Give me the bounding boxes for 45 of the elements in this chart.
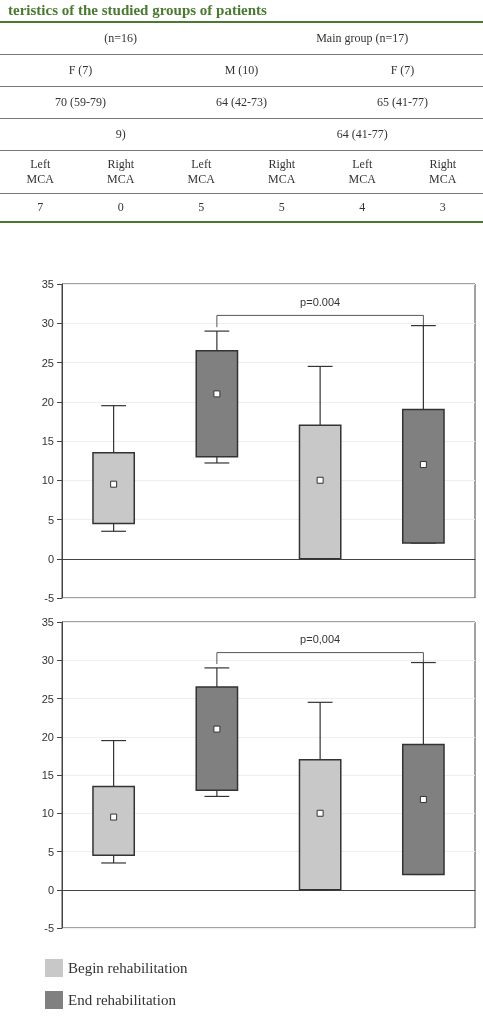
- text: Right MCA: [106, 156, 136, 188]
- text: M (10): [223, 62, 260, 79]
- y-tick-label: -5: [44, 922, 54, 934]
- text: 5: [197, 199, 206, 216]
- y-tick-label: 10: [41, 807, 54, 820]
- legend-label: End rehabilitation: [68, 992, 177, 1008]
- annotation: p=0,004: [300, 633, 341, 646]
- text: 5: [277, 199, 286, 216]
- y-tick-label: 5: [47, 513, 54, 526]
- y-tick-label: 35: [41, 278, 54, 290]
- y-tick-label: 20: [41, 395, 54, 408]
- text: 7: [36, 199, 45, 216]
- text: 64 (42-73): [215, 94, 268, 111]
- y-tick-label: 25: [41, 356, 54, 369]
- y-tick-label: 0: [47, 552, 54, 565]
- text: Left MCA: [347, 156, 377, 188]
- y-tick-label: 25: [41, 692, 54, 705]
- y-tick-label: 30: [41, 317, 54, 330]
- text: Left MCA: [25, 156, 55, 188]
- text: teristics of the studied groups of patients: [7, 1, 268, 20]
- text: 4: [358, 199, 367, 216]
- y-tick-label: 35: [41, 616, 54, 628]
- y-tick-label: 0: [47, 883, 54, 896]
- text: 9): [114, 126, 127, 143]
- text: (n=16): [103, 30, 139, 47]
- y-tick-label: -5: [44, 592, 54, 604]
- text: 3: [438, 199, 447, 216]
- legend-label: Begin rehabilitation: [68, 960, 189, 976]
- text: Right MCA: [428, 156, 458, 188]
- text: 0: [116, 199, 125, 216]
- text: Left MCA: [186, 156, 216, 188]
- text: Main group (n=17): [315, 30, 410, 47]
- text: Right MCA: [267, 156, 297, 188]
- y-tick-label: 15: [41, 769, 54, 781]
- y-tick-label: 5: [47, 845, 54, 858]
- annotation: p=0.004: [300, 295, 341, 308]
- text: F (7): [389, 62, 416, 79]
- y-tick-label: 15: [41, 435, 54, 447]
- text: 64 (41-77): [335, 126, 389, 143]
- text: 70 (59-79): [54, 94, 107, 111]
- y-tick-label: 20: [41, 730, 54, 743]
- text: 65 (41-77): [376, 94, 429, 111]
- y-tick-label: 30: [41, 654, 54, 667]
- text: F (7): [67, 62, 94, 79]
- y-tick-label: 10: [41, 474, 54, 487]
